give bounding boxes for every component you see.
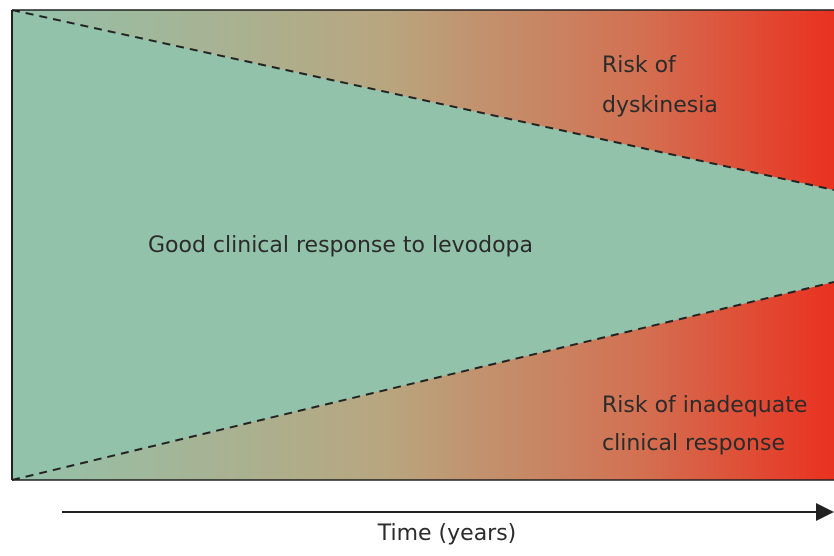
center-label: Good clinical response to levodopa [148, 233, 533, 258]
upper-boundary [11, 9, 834, 191]
bottom-right-label: clinical response [602, 431, 785, 456]
time-arrow-head [816, 503, 834, 521]
good-response-wedge [12, 10, 834, 480]
lower-boundary [11, 281, 834, 481]
top-right-label: Risk of [602, 53, 677, 78]
axis-label: Time (years) [377, 521, 517, 546]
bottom-right-label: Risk of inadequate [602, 393, 807, 418]
top-right-label: dyskinesia [602, 93, 718, 118]
